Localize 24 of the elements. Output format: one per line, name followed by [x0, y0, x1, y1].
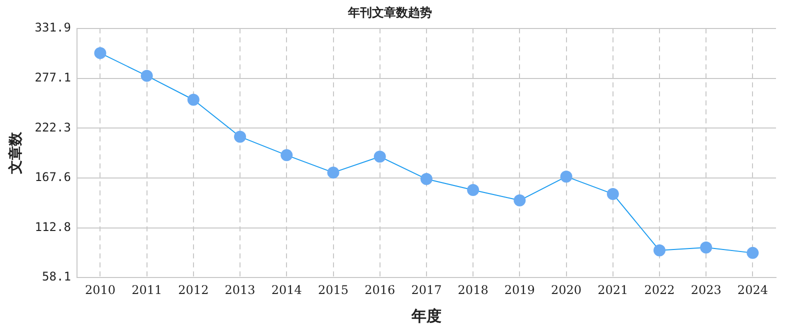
x-tick-label: 2017 [411, 282, 442, 297]
x-tick-label: 2010 [84, 282, 116, 297]
x-tick-label: 2014 [271, 282, 302, 297]
x-tick-label: 2019 [504, 282, 535, 297]
y-tick-label: 58.1 [42, 270, 71, 284]
chart-title: 年刊文章数趋势 [347, 5, 432, 20]
x-tick-label: 2021 [598, 282, 628, 297]
x-tick-label: 2011 [132, 282, 162, 297]
x-tick-label: 2022 [644, 282, 675, 297]
x-tick-label: 2024 [737, 282, 768, 297]
x-tick-label: 2015 [318, 282, 349, 297]
x-tick-label: 2020 [551, 282, 582, 297]
y-tick-label: 331.9 [34, 20, 71, 35]
y-tick-label: 222.3 [34, 120, 71, 134]
x-tick-label: 2023 [690, 282, 722, 297]
x-axis-title: 年度 [410, 306, 442, 325]
y-axis-title: 文章数 [7, 131, 24, 175]
x-tick-label: 2012 [178, 282, 209, 297]
y-tick-label: 112.8 [34, 220, 71, 234]
y-tick-label: 167.6 [34, 170, 71, 184]
x-tick-label: 2013 [224, 282, 256, 297]
x-tick-label: 2018 [458, 282, 488, 297]
x-tick-label: 2016 [364, 282, 396, 297]
y-tick-label: 277.1 [34, 70, 71, 84]
